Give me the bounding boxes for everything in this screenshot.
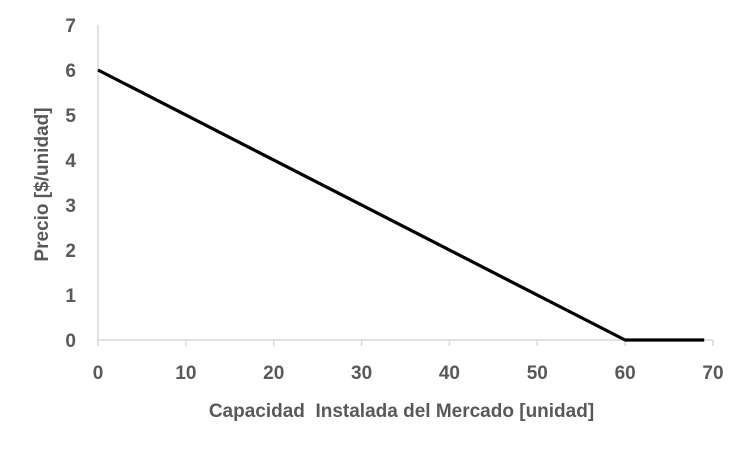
- y-tick-label: 2: [65, 241, 76, 262]
- x-tick-label: 70: [702, 363, 723, 384]
- y-tick-label: 5: [65, 106, 76, 127]
- series-group: [97, 68, 705, 342]
- x-tick-label: 60: [615, 363, 636, 384]
- x-tick-label: 50: [527, 363, 548, 384]
- y-tick-label: 0: [65, 331, 76, 352]
- x-tick-label: 0: [93, 363, 104, 384]
- x-tick-label: 10: [175, 363, 196, 384]
- x-tick-label: 40: [439, 363, 460, 384]
- y-tick-label: 4: [65, 151, 76, 172]
- y-tick-label: 1: [65, 286, 76, 307]
- x-tick-labels: 0 10 20 30 40 50 60 70: [93, 363, 724, 384]
- series-line: [97, 68, 705, 342]
- x-tick-label: 20: [263, 363, 284, 384]
- y-tick-labels: 0 1 2 3 4 5 6 7: [65, 16, 76, 352]
- y-tick-label: 7: [65, 16, 76, 37]
- y-axis-title: Precio [$/unidad]: [32, 107, 53, 261]
- y-tick-label: 6: [65, 61, 76, 82]
- x-axis-title: Capacidad Instalada del Mercado [unidad]: [209, 401, 594, 422]
- x-tick-label: 30: [351, 363, 372, 384]
- axes: [97, 25, 714, 346]
- y-tick-label: 3: [65, 196, 76, 217]
